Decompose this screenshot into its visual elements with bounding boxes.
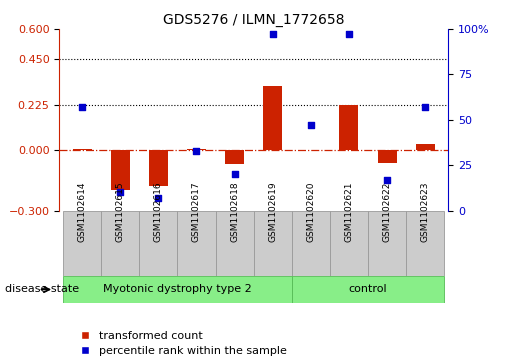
Text: control: control — [349, 285, 387, 294]
Text: GSM1102618: GSM1102618 — [230, 181, 239, 242]
Bar — [149, 150, 168, 186]
Point — [192, 148, 200, 154]
Point — [307, 122, 315, 128]
FancyBboxPatch shape — [215, 211, 253, 276]
Bar — [416, 144, 435, 150]
Text: disease state: disease state — [5, 285, 79, 294]
Text: GSM1102616: GSM1102616 — [154, 181, 163, 242]
FancyBboxPatch shape — [63, 211, 101, 276]
Text: GSM1102621: GSM1102621 — [345, 182, 353, 242]
Text: GSM1102622: GSM1102622 — [383, 182, 391, 242]
FancyBboxPatch shape — [406, 211, 444, 276]
FancyBboxPatch shape — [368, 211, 406, 276]
Point — [78, 104, 86, 110]
Text: GSM1102614: GSM1102614 — [78, 182, 87, 242]
Text: Myotonic dystrophy type 2: Myotonic dystrophy type 2 — [103, 285, 252, 294]
FancyBboxPatch shape — [63, 276, 292, 303]
Bar — [111, 150, 130, 190]
Bar — [263, 86, 282, 150]
Text: GSM1102623: GSM1102623 — [421, 182, 430, 242]
Bar — [225, 150, 244, 164]
FancyBboxPatch shape — [292, 276, 444, 303]
FancyBboxPatch shape — [177, 211, 215, 276]
Text: GSM1102615: GSM1102615 — [116, 181, 125, 242]
Text: GSM1102617: GSM1102617 — [192, 181, 201, 242]
Point — [230, 171, 238, 177]
Point — [269, 32, 277, 37]
Bar — [377, 150, 397, 163]
Point — [154, 195, 162, 201]
Text: GSM1102619: GSM1102619 — [268, 181, 277, 242]
Text: GSM1102620: GSM1102620 — [306, 182, 315, 242]
Point — [421, 104, 430, 110]
Point — [345, 32, 353, 37]
FancyBboxPatch shape — [292, 211, 330, 276]
Legend: transformed count, percentile rank within the sample: transformed count, percentile rank withi… — [73, 330, 288, 358]
FancyBboxPatch shape — [101, 211, 139, 276]
FancyBboxPatch shape — [330, 211, 368, 276]
FancyBboxPatch shape — [139, 211, 177, 276]
FancyBboxPatch shape — [253, 211, 292, 276]
Point — [383, 177, 391, 183]
Bar — [339, 105, 358, 150]
Title: GDS5276 / ILMN_1772658: GDS5276 / ILMN_1772658 — [163, 13, 345, 26]
Bar — [73, 149, 92, 150]
Point — [116, 189, 124, 195]
